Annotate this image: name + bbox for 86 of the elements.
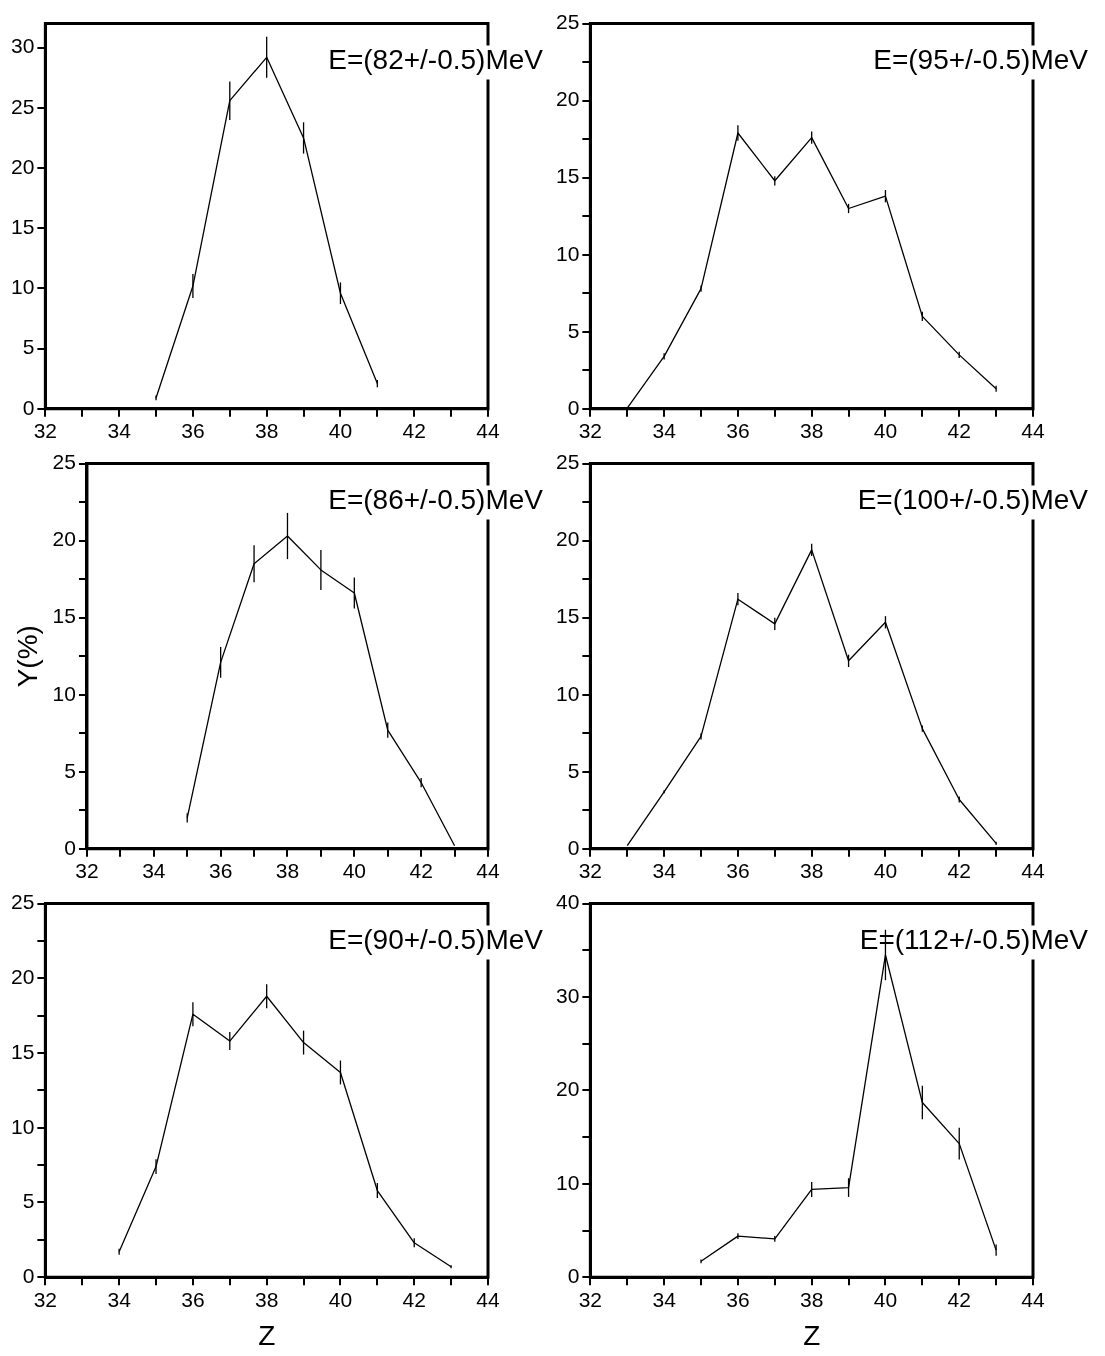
x-tick-label: 32 xyxy=(578,1287,603,1311)
y-tick-label: 25 xyxy=(52,450,76,474)
text: E=(86+/-0.5)MeV xyxy=(328,484,544,516)
x-tick-label: 38 xyxy=(800,859,824,883)
y-tick-label: 5 xyxy=(567,758,580,782)
y-tick-label: 5 xyxy=(22,335,35,359)
x-tick-label: 38 xyxy=(800,419,824,443)
x-tick-label: 42 xyxy=(402,419,426,443)
x-tick-label: 36 xyxy=(726,859,750,883)
x-tick-label: 42 xyxy=(409,859,433,883)
x-tick-label: 34 xyxy=(652,419,677,443)
y-tick-label: 20 xyxy=(52,527,76,551)
x-tick-label: 40 xyxy=(342,859,366,883)
y-tick-label: 15 xyxy=(556,604,580,628)
x-tick-label: 40 xyxy=(873,859,898,883)
x-tick-label: 36 xyxy=(181,1287,205,1311)
x-tick-label: 32 xyxy=(578,419,603,443)
x-tick-label: 40 xyxy=(873,419,898,443)
x-tick-label: 34 xyxy=(107,1287,132,1311)
y-tick-label: 20 xyxy=(556,87,580,111)
y-tick-label: 5 xyxy=(64,758,76,782)
text: E=(100+/-0.5)MeV xyxy=(857,484,1089,516)
x-tick-label: 44 xyxy=(476,859,500,883)
x-tick-label: 42 xyxy=(947,859,971,883)
x-tick-label: 36 xyxy=(208,859,233,883)
x-tick-label: 40 xyxy=(873,1287,898,1311)
x-tick-label: 44 xyxy=(1021,1287,1045,1311)
y-tick-label: 10 xyxy=(11,275,35,299)
x-tick-label: 38 xyxy=(255,1287,279,1311)
x-tick-label: 32 xyxy=(33,1287,58,1311)
x-tick-label: 36 xyxy=(726,1287,750,1311)
y-tick-label: 10 xyxy=(52,681,76,705)
y-axis-title: Y(%) xyxy=(11,625,43,688)
y-tick-label: 0 xyxy=(22,1264,35,1287)
y-tick-label: 0 xyxy=(567,835,580,859)
text: E=(95+/-0.5)MeV xyxy=(873,44,1089,76)
x-tick-label: 36 xyxy=(726,419,750,443)
text: E=(82+/-0.5)MeV xyxy=(328,44,544,76)
x-tick-label: 44 xyxy=(476,419,500,443)
x-tick-label: 38 xyxy=(800,1287,824,1311)
x-tick-label: 38 xyxy=(255,419,279,443)
y-tick-label: 15 xyxy=(11,215,35,239)
y-tick-label: 15 xyxy=(52,604,76,628)
y-tick-label: 15 xyxy=(556,164,580,188)
y-tick-label: 5 xyxy=(22,1189,35,1213)
y-tick-label: 25 xyxy=(556,450,580,474)
y-tick-label: 10 xyxy=(556,241,580,265)
y-tick-label: 30 xyxy=(556,983,580,1007)
y-tick-label: 0 xyxy=(64,835,76,859)
x-tick-label: 34 xyxy=(652,1287,677,1311)
x-axis-title: Z xyxy=(803,1319,821,1351)
x-tick-label: 44 xyxy=(476,1287,500,1311)
x-axis-title: Z xyxy=(258,1319,276,1351)
text: E=(90+/-0.5)MeV xyxy=(328,924,544,956)
x-tick-label: 40 xyxy=(328,1287,353,1311)
x-tick-label: 32 xyxy=(578,859,603,883)
y-tick-label: 0 xyxy=(567,395,580,419)
x-tick-label: 44 xyxy=(1021,859,1045,883)
x-tick-label: 44 xyxy=(1021,419,1045,443)
y-tick-label: 0 xyxy=(22,395,35,419)
x-tick-label: 36 xyxy=(181,419,205,443)
x-tick-label: 32 xyxy=(75,859,99,883)
x-tick-label: 34 xyxy=(652,859,677,883)
x-tick-label: 42 xyxy=(947,419,971,443)
y-tick-label: 20 xyxy=(556,1077,580,1101)
x-tick-label: 42 xyxy=(402,1287,426,1311)
y-tick-label: 25 xyxy=(11,94,35,118)
y-tick-label: 20 xyxy=(11,154,35,178)
y-tick-label: 30 xyxy=(11,34,35,58)
y-tick-label: 10 xyxy=(556,681,580,705)
x-tick-label: 34 xyxy=(142,859,166,883)
x-tick-label: 32 xyxy=(33,419,58,443)
y-tick-label: 0 xyxy=(567,1264,580,1287)
x-tick-label: 34 xyxy=(107,419,132,443)
y-tick-label: 25 xyxy=(11,890,35,914)
y-tick-label: 25 xyxy=(556,10,580,34)
y-tick-label: 10 xyxy=(556,1170,580,1194)
x-tick-label: 40 xyxy=(328,419,353,443)
x-tick-label: 42 xyxy=(947,1287,971,1311)
y-tick-label: 15 xyxy=(11,1039,35,1063)
y-tick-label: 10 xyxy=(11,1114,35,1138)
y-tick-label: 5 xyxy=(567,318,580,342)
y-tick-label: 40 xyxy=(556,890,580,914)
x-tick-label: 38 xyxy=(275,859,300,883)
y-tick-label: 20 xyxy=(11,965,35,989)
y-tick-label: 20 xyxy=(556,527,580,551)
